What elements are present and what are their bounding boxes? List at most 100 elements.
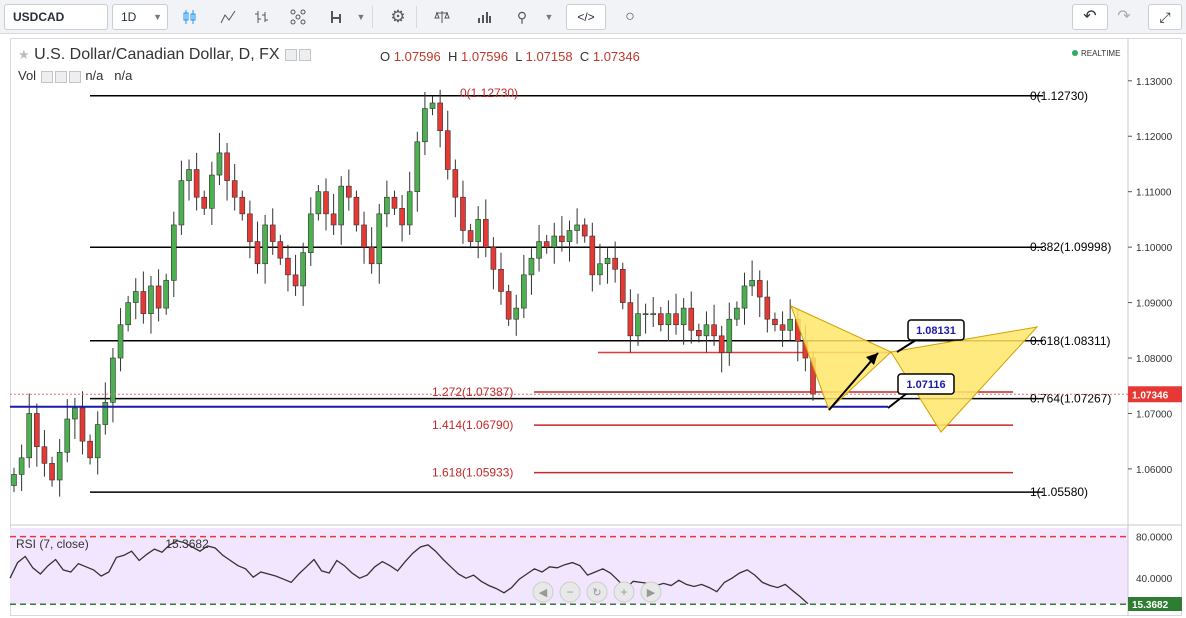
price-axis-label: 1.10000 [1136, 243, 1173, 254]
realtime-indicator: REALTIME [1072, 49, 1120, 58]
fib-level-label: 0.618(1.08311) [1030, 334, 1111, 348]
candle-body [604, 257, 611, 265]
candle-body [171, 224, 177, 281]
candle-body [452, 169, 459, 198]
chevron-down-icon[interactable]: ▼ [356, 12, 366, 22]
candle-body [718, 335, 725, 353]
volume-bars-icon[interactable] [470, 4, 498, 30]
candle-body [566, 230, 573, 242]
volume-legend: Vol n/a n/a [18, 68, 132, 83]
undo-icon[interactable]: ↶ [1072, 4, 1108, 30]
rsi-line [9, 540, 809, 605]
scales-icon[interactable] [428, 4, 456, 30]
candle-body [110, 357, 116, 403]
star-icon[interactable]: ★ [18, 47, 30, 62]
callout-pointer [887, 393, 907, 409]
candle-body [589, 235, 596, 276]
settings-icon[interactable] [54, 70, 67, 83]
candle-body [521, 274, 527, 309]
candle-body [490, 246, 497, 270]
candle-body [193, 169, 200, 198]
extension-level-label: 1.272(1.07387) [432, 385, 513, 399]
candle-body [444, 130, 451, 170]
candle-body [498, 269, 504, 292]
interval-select[interactable]: 1D ▼ [112, 4, 168, 30]
lightbulb-icon[interactable]: ○ [625, 8, 635, 25]
toolbar-divider [372, 6, 373, 28]
price-axis-label: 1.09000 [1136, 299, 1173, 310]
zoom-out-glyph: − [566, 585, 573, 599]
compare-icon[interactable] [322, 4, 350, 30]
symbol-search-input[interactable]: USDCAD [4, 4, 108, 30]
bars-icon[interactable] [248, 4, 276, 30]
close-icon[interactable] [68, 70, 81, 83]
candle-body [300, 252, 306, 287]
eye-icon[interactable] [285, 48, 297, 61]
close-label: C [579, 49, 590, 64]
status-dot-icon [1072, 50, 1078, 56]
scroll-left-icon[interactable] [532, 581, 554, 603]
last-price-tag [1128, 386, 1182, 403]
low-label: L [515, 49, 522, 64]
candle-body [536, 241, 542, 259]
scroll-right-glyph: ▶ [647, 587, 656, 599]
harmonic-triangle-xab[interactable] [790, 305, 892, 411]
zoom-out-icon[interactable] [559, 581, 581, 603]
search-icon[interactable]: ⚲ [516, 9, 528, 25]
scroll-right-icon[interactable] [640, 581, 662, 603]
candle-body [612, 257, 618, 270]
close-value: 1.07346 [592, 49, 640, 64]
chevron-down-icon[interactable]: ▼ [544, 12, 554, 22]
candle-body [482, 219, 489, 248]
price-callout[interactable] [897, 373, 955, 395]
indicators-icon[interactable] [214, 4, 242, 30]
candle-body [239, 196, 246, 215]
candle-body [513, 307, 520, 320]
gear-icon[interactable]: ⚙ [390, 7, 406, 26]
patterns-icon[interactable] [284, 4, 312, 30]
rsi-value-tag-label: 15.3682 [1132, 600, 1169, 611]
fib-level-label: 0(1.12730) [1030, 89, 1088, 103]
projection-arrow[interactable] [828, 352, 879, 411]
candle-body [642, 313, 649, 315]
symbol-text: USDCAD [13, 10, 65, 24]
candles-icon[interactable] [176, 4, 204, 30]
redo-icon[interactable]: ↷ [1117, 8, 1131, 25]
candle-body [559, 235, 565, 242]
candle-body [323, 191, 329, 215]
toolbar-divider [416, 6, 417, 28]
eye-icon[interactable] [40, 70, 53, 83]
candle-body [56, 451, 63, 481]
price-callout[interactable] [907, 319, 965, 341]
candle-body [178, 180, 185, 226]
high-label: H [447, 49, 458, 64]
price-axis-label: 1.12000 [1136, 132, 1173, 143]
candle-body [597, 263, 603, 276]
candle-body [216, 152, 223, 176]
realtime-label: REALTIME [1081, 49, 1121, 58]
symbol-legend: ★ U.S. Dollar/Canadian Dollar, D, FX [18, 46, 312, 64]
settings-icon[interactable] [299, 48, 311, 61]
candle-body [551, 235, 558, 248]
fib-level-label: 0.764(1.07267) [1030, 392, 1111, 406]
zoom-in-icon[interactable] [613, 581, 635, 603]
candle-body [437, 102, 443, 131]
candle-body [34, 413, 40, 448]
reset-icon[interactable] [586, 581, 608, 603]
candle-body [460, 196, 466, 231]
candle-body [635, 313, 641, 337]
fullscreen-icon[interactable]: ⤢ [1148, 4, 1182, 30]
candle-body [528, 257, 535, 276]
candle-body [26, 413, 33, 459]
embed-code-icon[interactable]: </> [566, 4, 606, 30]
chart-panel [10, 38, 1182, 616]
candle-body [285, 257, 291, 276]
candle-body [148, 285, 154, 314]
high-value: 1.07596 [461, 49, 508, 64]
candle-body [64, 418, 71, 453]
candle-body [475, 219, 481, 242]
open-value: 1.07596 [393, 49, 441, 64]
candle-body [574, 224, 580, 231]
candle-body [787, 318, 793, 331]
